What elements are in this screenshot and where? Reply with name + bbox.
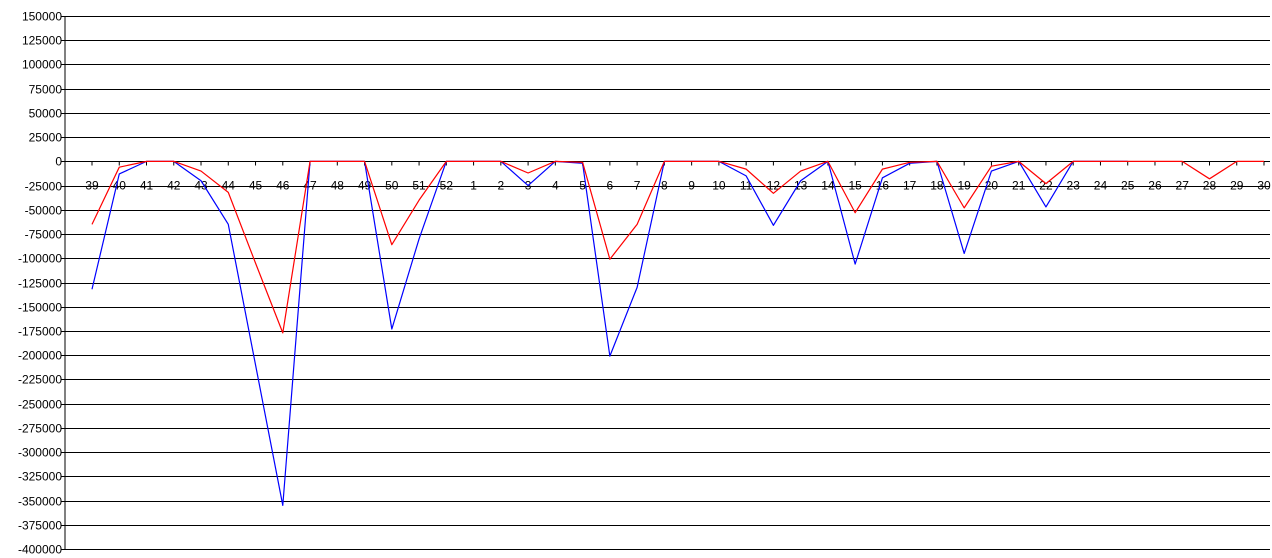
x-tick-label: 17 — [903, 179, 917, 193]
y-tick-label: -150000 — [18, 301, 62, 315]
series-line-1 — [91, 160, 1128, 506]
y-tick-label: 0 — [55, 155, 62, 169]
x-tick-label: 6 — [607, 179, 614, 193]
y-tick-label: -225000 — [18, 373, 62, 387]
x-tick-label: 42 — [167, 179, 181, 193]
x-tick-label: 18 — [930, 179, 944, 193]
x-tick-label: 9 — [688, 179, 695, 193]
x-tick-label: 25 — [1121, 179, 1135, 193]
y-tick-label: -175000 — [18, 325, 62, 339]
x-tick-label: 23 — [1067, 179, 1081, 193]
x-tick-label: 46 — [276, 179, 290, 193]
x-tick-label: 50 — [385, 179, 399, 193]
x-tick-label: 14 — [821, 179, 835, 193]
y-axis: 150000 125000 100000 75000 50000 25000 0 -25000… — [18, 10, 66, 557]
x-tick-label: 10 — [712, 179, 726, 193]
x-tick-label: 15 — [848, 179, 862, 193]
x-tick-label: 4 — [552, 179, 559, 193]
y-tick-label: 50000 — [29, 107, 63, 121]
y-tick-label: -375000 — [18, 519, 62, 533]
x-tick-label: 43 — [194, 179, 208, 193]
x-tick-label: 51 — [412, 179, 426, 193]
x-tick-label: 28 — [1203, 179, 1217, 193]
x-tick-label: 40 — [113, 179, 127, 193]
y-tick-label: -350000 — [18, 495, 62, 509]
series-line-2 — [91, 160, 1264, 334]
x-tick-label: 8 — [661, 179, 668, 193]
x-tick-label: 16 — [876, 179, 890, 193]
y-tick-label: -100000 — [18, 252, 62, 266]
x-tick-label: 12 — [767, 179, 781, 193]
y-tick-label: -400000 — [18, 543, 62, 557]
x-tick-label: 2 — [497, 179, 504, 193]
x-tick-label: 48 — [331, 179, 345, 193]
x-tick-label: 22 — [1039, 179, 1053, 193]
x-tick-label: 5 — [579, 179, 586, 193]
y-tick-label: -200000 — [18, 349, 62, 363]
x-axis: 39 40 41 42 43 44 45 46 47 48 49 50 51 52 1 2 3 4 5 6 7 8 9 10 1… — [85, 161, 1271, 193]
y-tick-label: 100000 — [22, 58, 62, 72]
x-tick-label: 29 — [1230, 179, 1244, 193]
x-tick-label: 13 — [794, 179, 808, 193]
y-tick-label: -325000 — [18, 470, 62, 484]
y-tick-label: -300000 — [18, 446, 62, 460]
x-tick-label: 21 — [1012, 179, 1026, 193]
x-tick-label: 24 — [1094, 179, 1108, 193]
gridlines — [65, 16, 1270, 550]
y-tick-label: 150000 — [22, 10, 62, 24]
x-tick-label: 1 — [470, 179, 477, 193]
y-tick-label: 25000 — [29, 131, 63, 145]
series-lines — [91, 160, 1264, 506]
x-tick-label: 52 — [440, 179, 454, 193]
x-tick-label: 45 — [249, 179, 263, 193]
x-tick-label: 19 — [958, 179, 972, 193]
y-tick-label: 125000 — [22, 34, 62, 48]
x-tick-label: 39 — [85, 179, 99, 193]
x-tick-label: 27 — [1176, 179, 1190, 193]
x-tick-label: 26 — [1148, 179, 1162, 193]
x-tick-label: 7 — [634, 179, 641, 193]
y-tick-label: -75000 — [25, 228, 63, 242]
y-tick-label: -125000 — [18, 277, 62, 291]
y-tick-label: -250000 — [18, 398, 62, 412]
y-tick-label: -275000 — [18, 422, 62, 436]
x-tick-label: 44 — [222, 179, 236, 193]
x-tick-label: 41 — [140, 179, 154, 193]
x-tick-label: 30 — [1257, 179, 1271, 193]
y-tick-label: -50000 — [25, 204, 63, 218]
y-tick-label: -25000 — [25, 180, 63, 194]
y-tick-label: 75000 — [29, 83, 63, 97]
